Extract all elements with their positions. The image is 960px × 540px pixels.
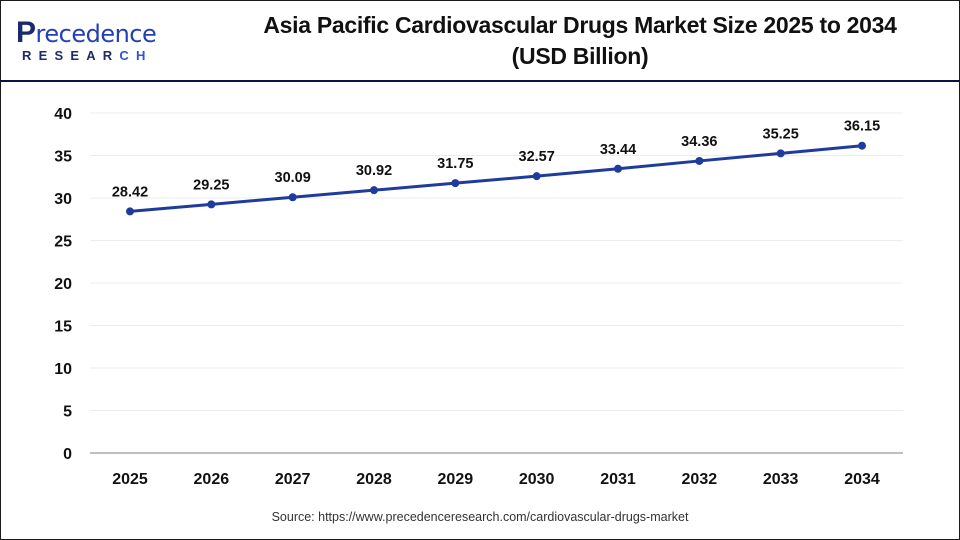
series-market-size xyxy=(126,141,866,216)
x-tick-label: 2031 xyxy=(600,471,636,488)
x-tick-label: 2025 xyxy=(112,471,148,488)
x-tick-label: 2034 xyxy=(844,471,880,488)
x-axis: 2025 2026 2027 2028 2029 2030 2031 2032 2033 2034 xyxy=(90,452,903,488)
data-label: 30.09 xyxy=(275,170,311,186)
data-labels: 28.42 29.25 30.09 30.92 31.75 32.57 33.44 34.36… xyxy=(112,119,880,201)
x-tick-label: 2029 xyxy=(438,471,474,488)
data-label: 34.36 xyxy=(681,134,717,150)
data-label: 35.25 xyxy=(763,126,799,142)
data-point-marker xyxy=(532,172,541,181)
logo-tagline: RESEARCH xyxy=(22,49,153,63)
data-point-marker xyxy=(776,149,785,158)
x-tick-label: 2030 xyxy=(519,471,555,488)
x-tick-label: 2032 xyxy=(682,471,718,488)
y-tick-label: 0 xyxy=(63,446,72,463)
data-label: 29.25 xyxy=(193,177,229,193)
y-tick-label: 20 xyxy=(54,276,72,293)
logo-wordmark: Precedence xyxy=(16,18,157,48)
y-tick-label: 30 xyxy=(54,191,72,208)
data-label: 28.42 xyxy=(112,184,148,200)
data-point-marker xyxy=(207,200,216,209)
logo-tagline-accent: CH xyxy=(119,48,153,63)
data-label: 33.44 xyxy=(600,142,636,158)
chart-header: Precedence RESEARCH Asia Pacific Cardiov… xyxy=(0,0,960,82)
x-tick-label: 2027 xyxy=(275,471,311,488)
data-label: 32.57 xyxy=(519,149,555,165)
chart-title: Asia Pacific Cardiovascular Drugs Market… xyxy=(210,10,950,72)
logo-tagline-main: RESEAR xyxy=(22,48,120,63)
source-note: Source: https://www.precedenceresearch.c… xyxy=(271,510,689,524)
data-label: 36.15 xyxy=(844,119,880,135)
x-tick-label: 2026 xyxy=(194,471,230,488)
logo-p-mark: P xyxy=(16,16,36,49)
y-tick-label: 35 xyxy=(54,149,72,166)
y-axis-ticks: 0 5 10 15 20 25 30 35 40 xyxy=(54,106,72,463)
data-point-marker xyxy=(695,156,704,165)
data-point-marker xyxy=(370,186,378,195)
data-point-marker xyxy=(288,193,297,202)
y-tick-label: 10 xyxy=(54,361,72,378)
x-tick-label: 2028 xyxy=(356,471,392,488)
data-point-marker xyxy=(614,164,622,173)
data-point-marker xyxy=(126,207,134,216)
data-label: 31.75 xyxy=(437,156,473,172)
y-tick-label: 5 xyxy=(63,404,72,421)
data-label: 30.92 xyxy=(356,163,392,179)
gridlines xyxy=(90,112,903,411)
y-tick-label: 40 xyxy=(54,106,72,123)
y-tick-label: 15 xyxy=(54,319,72,336)
data-point-marker xyxy=(858,141,866,150)
chart-title-line2: (USD Billion) xyxy=(511,43,649,69)
y-tick-label: 25 xyxy=(54,234,72,251)
precedence-research-logo: Precedence RESEARCH xyxy=(16,18,157,64)
data-point-marker xyxy=(451,179,460,188)
logo-wordmark-rest: recedence xyxy=(35,20,157,48)
x-tick-label: 2033 xyxy=(763,471,799,488)
series-line xyxy=(128,144,864,213)
chart-title-line1: Asia Pacific Cardiovascular Drugs Market… xyxy=(263,12,897,38)
